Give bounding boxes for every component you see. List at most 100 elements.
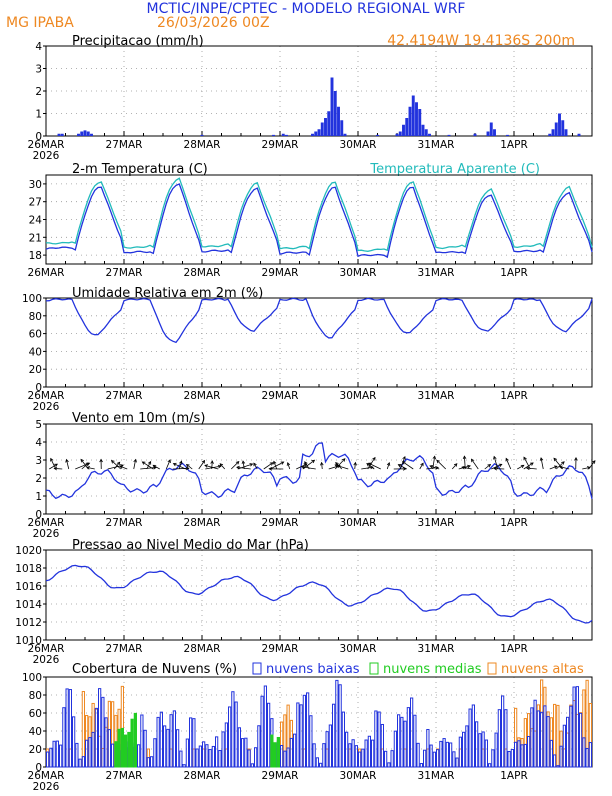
wind-xtick-label: 1APR	[500, 517, 528, 529]
cloud-bar-low	[547, 717, 549, 767]
precip-title: Precipitacao (mm/h)	[72, 34, 204, 49]
cloud-bar-low	[50, 748, 52, 767]
temp-xtick-label: 29MAR	[262, 267, 299, 279]
cloud-bar-low	[73, 717, 75, 767]
precip-bar	[487, 132, 490, 137]
cloud-bar-low	[307, 693, 309, 767]
cloud-bar-low	[160, 712, 162, 767]
cloud-bar-low	[173, 711, 175, 767]
precip-bar	[61, 134, 64, 136]
cloud-bar-low	[310, 716, 312, 767]
cloud-bar-low	[225, 723, 227, 767]
temp-frame	[46, 175, 592, 264]
cloud-bar-low	[437, 750, 439, 767]
cloud-bar-low	[576, 687, 578, 767]
run-label: 26/03/2026 00Z	[157, 15, 270, 31]
cloud-bar-low	[196, 749, 198, 767]
precip-bar	[344, 134, 347, 136]
rh-title: Umidade Relativa em 2m (%)	[72, 286, 263, 301]
cloud-bar-low	[329, 725, 331, 767]
cloud-bar-low	[79, 759, 81, 767]
wind-ytick-label: 2	[35, 473, 42, 485]
cloud-bar-low	[63, 708, 65, 767]
precip-xtick-label: 1APR	[500, 139, 528, 151]
precip-bar	[396, 134, 399, 136]
pres-ytick-label: 1012	[15, 617, 42, 629]
cloud-bar-low	[89, 738, 91, 767]
cloud-bar-low	[433, 752, 435, 767]
cloud-bar-low	[372, 740, 374, 767]
cloud-bar-low	[66, 689, 68, 767]
cloud-bar-low	[362, 749, 364, 767]
cloud-bar-low	[414, 715, 416, 767]
temp-xtick-label: 27MAR	[106, 267, 143, 279]
cloud-bar-low	[235, 702, 237, 767]
cloud-bar-low	[316, 758, 318, 767]
cloud-bar-low	[229, 707, 231, 767]
cloud-bar-low	[456, 758, 458, 767]
precip-bar	[409, 107, 412, 136]
rh-frame	[46, 298, 592, 387]
precip-bar	[425, 129, 428, 136]
cloud-ytick-label: 80	[29, 690, 42, 702]
cloud-bar-low	[537, 711, 539, 767]
cloud-bar-low	[245, 738, 247, 767]
cloud-bar-low	[264, 686, 266, 767]
pres-xtick-label: 1APR	[500, 643, 528, 655]
temp-xtick-label: 1APR	[500, 267, 528, 279]
cloud-bar-low	[349, 744, 351, 767]
cloud-bar-low	[287, 748, 289, 767]
cloud-bar-low	[459, 737, 461, 767]
precip-bar	[201, 135, 204, 136]
precip-bar	[334, 91, 337, 136]
cloud-bar-low	[586, 748, 588, 767]
rh-panel	[43, 298, 592, 387]
pres-ytick-label: 1020	[15, 545, 42, 557]
cloud-bar-low	[427, 729, 429, 767]
wind-xtick-label: 28MAR	[184, 517, 221, 529]
cloud-ytick-label: 60	[29, 708, 42, 720]
wind-ytick-label: 1	[35, 491, 42, 503]
cloud-bar-low	[407, 708, 409, 767]
precip-bar	[565, 129, 568, 136]
cloud-bar-low	[53, 741, 55, 767]
precip-bar	[87, 132, 90, 137]
cloud-bar-low	[251, 764, 253, 767]
precip-ytick-label: 3	[35, 64, 42, 76]
legend-mid-box	[370, 663, 378, 674]
precip-bar	[405, 118, 408, 136]
cloud-bar-low	[108, 730, 110, 767]
precip-frame	[46, 46, 592, 136]
cloud-bar-low	[76, 743, 78, 767]
cloud-bar-low	[381, 724, 383, 767]
cloud-bar-low	[589, 743, 591, 767]
cloud-bar-low	[394, 731, 396, 767]
cloud-bar-low	[180, 751, 182, 767]
precip-bar	[474, 134, 477, 136]
cloud-bar-low	[466, 726, 468, 767]
precip-bar	[282, 134, 285, 136]
precip-bar	[418, 109, 421, 136]
precip-xtick-label: 27MAR	[106, 139, 143, 151]
precip-bar	[331, 78, 334, 137]
cloud-bar-low	[248, 750, 250, 767]
pres-ytick-label: 1018	[15, 563, 42, 575]
rh-ytick-label: 80	[29, 311, 42, 323]
cloud-bar-mid	[128, 732, 130, 767]
precip-bar	[561, 120, 564, 136]
precip-bar	[399, 132, 402, 137]
precip-bar	[548, 134, 551, 136]
cloud-bar-low	[60, 745, 62, 767]
precip-bar	[84, 130, 87, 136]
temp-ytick-label: 18	[29, 250, 42, 262]
cloud-bar-low	[209, 750, 211, 767]
cloud-bar-low	[336, 680, 338, 767]
cloud-ytick-label: 100	[22, 672, 42, 684]
cloud-bar-low	[511, 749, 513, 767]
wind-xtick-label: 29MAR	[262, 517, 299, 529]
precip-bar	[327, 111, 330, 136]
wind-xtick-label: 30MAR	[340, 517, 377, 529]
cloud-bar-low	[339, 685, 341, 767]
precip-bar	[272, 135, 275, 136]
